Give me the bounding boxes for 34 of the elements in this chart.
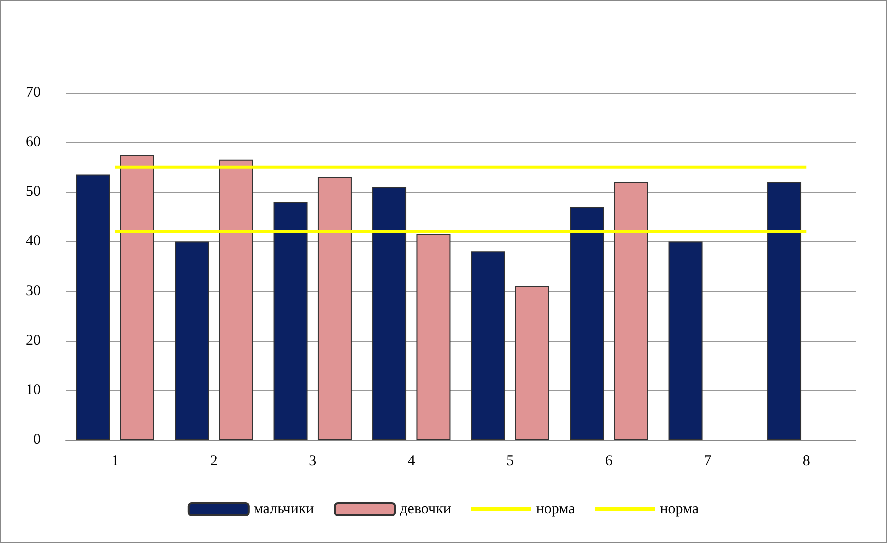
- bar: [768, 182, 802, 440]
- legend-label: норма: [660, 502, 700, 518]
- bar: [668, 242, 703, 440]
- legend-label: норма: [536, 502, 576, 518]
- bar: [570, 207, 604, 440]
- y-tick-label: 10: [26, 382, 41, 398]
- x-tick-label: 8: [802, 454, 810, 470]
- x-tick-label: 7: [704, 454, 712, 470]
- x-tick-label: 1: [112, 454, 120, 470]
- y-tick-label: 40: [26, 234, 41, 250]
- bar: [471, 252, 506, 440]
- y-tick-label: 60: [26, 134, 41, 151]
- bar: [274, 202, 308, 440]
- x-tick-label: 3: [309, 454, 317, 470]
- x-tick-label: 6: [605, 454, 614, 470]
- bar: [318, 177, 352, 440]
- legend-label: мальчики: [254, 502, 314, 518]
- bar: [614, 182, 648, 440]
- bar: [219, 160, 254, 440]
- bar: [175, 242, 210, 440]
- x-tick-label: 5: [506, 454, 514, 470]
- y-tick-label: 70: [26, 85, 41, 101]
- y-tick-label: 0: [34, 432, 41, 448]
- bar: [120, 154, 154, 440]
- y-tick-label: 50: [26, 184, 41, 200]
- legend-label: девочки: [400, 502, 452, 518]
- y-tick-label: 20: [26, 332, 41, 349]
- bar: [416, 234, 451, 440]
- bar: [76, 174, 110, 440]
- x-tick-label: 4: [408, 454, 416, 470]
- bar: [372, 187, 407, 440]
- y-tick-label: 30: [26, 283, 41, 300]
- x-tick-label: 2: [210, 454, 218, 470]
- bar: [515, 286, 550, 440]
